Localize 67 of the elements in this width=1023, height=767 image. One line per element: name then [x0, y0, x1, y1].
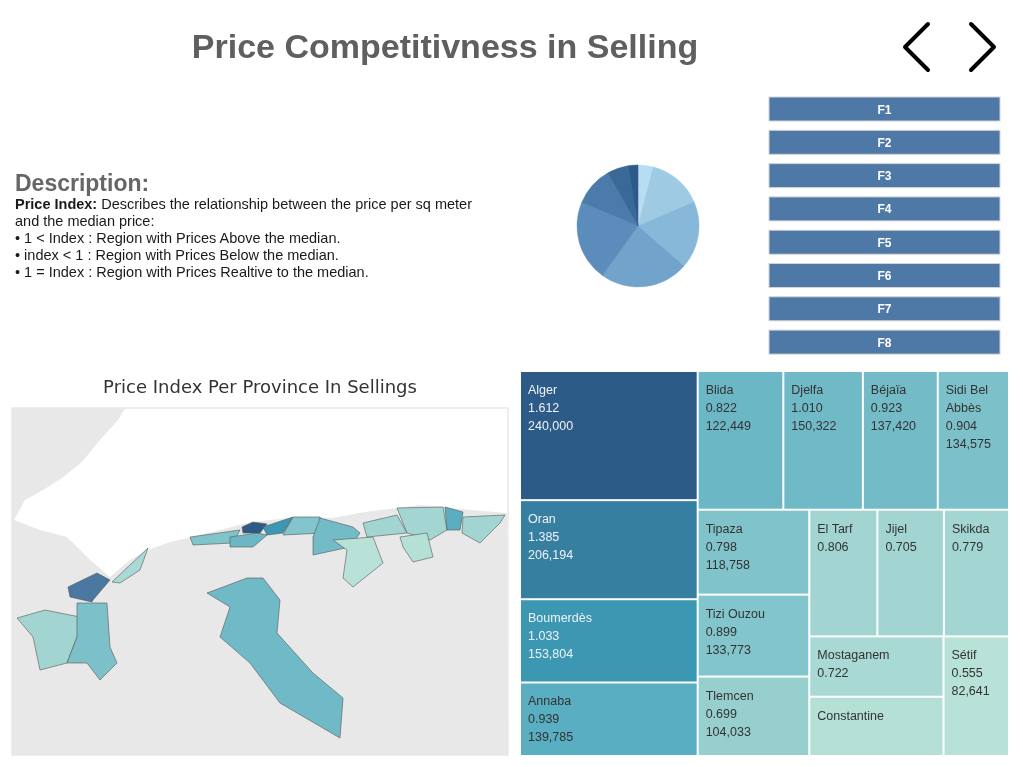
text: Price Index Per Province In Sellings: [103, 376, 417, 397]
data-label: 150,322: [791, 419, 837, 433]
data-label: 0.899: [705, 624, 737, 639]
category-label: Tlemcen: [705, 688, 754, 703]
data-label: 104,033: [705, 724, 751, 739]
text: Price Competitivness in Selling: [190, 27, 700, 66]
text: F2: [877, 135, 892, 150]
data-label: 118,758: [705, 557, 750, 572]
text: F3: [877, 169, 892, 184]
data-label: 0.705: [885, 539, 917, 554]
pie-slice: [637, 201, 700, 267]
category-label: Djelfa: [791, 383, 824, 397]
data-label: 82,641: [951, 684, 990, 699]
data-label: 1.033: [528, 629, 560, 644]
text: F8: [877, 335, 892, 350]
data-label: 1.385: [528, 530, 560, 545]
category-label: Sétif: [951, 648, 978, 663]
text: F4: [877, 202, 892, 217]
category-label: Boumerdès: [528, 611, 592, 626]
category-label: Skikda: [951, 521, 990, 536]
data-label: 153,804: [528, 647, 574, 662]
category-label: Sidi Bel Abbès: [945, 383, 989, 415]
text: F6: [877, 269, 892, 283]
pie-slice: [581, 172, 639, 227]
data-label: 0.904: [945, 419, 978, 433]
data-label: 0.555: [951, 666, 983, 681]
text: Price Index:: [15, 196, 98, 212]
category-label: Oran: [528, 512, 556, 527]
data-label: 0.699: [705, 706, 737, 721]
category-label: Jijel: [885, 521, 907, 536]
pie-slice: [637, 166, 695, 227]
category-label: Annaba: [528, 694, 572, 709]
data-label: 0.923: [870, 401, 903, 415]
data-label: 133,773: [705, 642, 751, 657]
pie-slice: [576, 202, 639, 276]
pie-slice: [602, 225, 685, 288]
text: F5: [877, 235, 892, 250]
data-label: 206,194: [528, 548, 574, 563]
data-label: 137,420: [870, 419, 917, 433]
category-label: Blida: [705, 383, 734, 397]
data-label: 122,449: [705, 419, 751, 433]
data-label: 1.010: [791, 401, 823, 415]
data-label: 139,785: [528, 730, 574, 745]
data-label: 0.822: [705, 401, 737, 415]
data-label: 240,000: [528, 419, 574, 433]
category-label: Tizi Ouzou: [705, 606, 765, 621]
category-label: Constantine: [817, 708, 885, 723]
data-label: 134,575: [945, 437, 991, 451]
text: • 1 = Index : Region with Prices Realtive to the median.: [15, 264, 370, 281]
text: Description:: [15, 170, 150, 197]
category-label: El Tarf: [817, 521, 853, 536]
text: F7: [877, 302, 892, 317]
data-label: 0.779: [951, 539, 984, 554]
category-label: Tipaza: [705, 521, 743, 536]
data-label: 1.612: [528, 401, 560, 415]
category-label: Béjaïa: [870, 383, 907, 397]
data-label: 0.806: [817, 539, 849, 554]
category-label: Mostaganem: [817, 648, 890, 663]
pie-slice: [627, 164, 639, 227]
data-label: 0.722: [817, 666, 849, 681]
text: • index < 1 : Region with Prices Below the median.: [15, 247, 340, 264]
category-label: Alger: [528, 383, 558, 397]
text: F1: [877, 102, 892, 117]
text: • 1 < Index : Region with Prices Above the median.: [15, 230, 342, 247]
pie-slice: [607, 165, 639, 227]
data-label: 0.798: [705, 539, 737, 554]
data-label: 0.939: [528, 712, 560, 727]
